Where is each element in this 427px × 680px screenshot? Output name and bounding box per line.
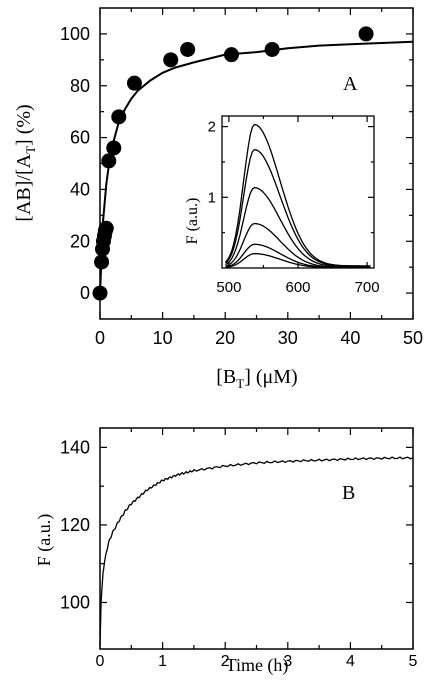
a-data-point: [180, 41, 196, 57]
panel-a-y-axis-label: [AB]/[AT] (%): [13, 104, 38, 221]
b-x-tick-label: 1: [158, 653, 167, 670]
a-data-point: [106, 140, 122, 156]
a-y-tick-label: 100: [60, 24, 90, 44]
panel-b: 0 1 2 3 4 5 100 120 140 B F (a.u.) Time (h): [34, 427, 418, 676]
a-y-tick-label: 80: [70, 76, 90, 96]
a-x-tick-label: 10: [153, 328, 173, 348]
panel-b-x-axis-label: Time (h): [226, 655, 289, 676]
a-data-point: [111, 109, 127, 125]
a-x-tick-label: 50: [403, 328, 423, 348]
b-x-tick-label: 4: [346, 653, 355, 670]
inset-x-tick-label: 500: [216, 279, 241, 296]
panel-b-frame: [99, 427, 414, 650]
a-data-point: [358, 26, 374, 42]
b-x-tick-label: 0: [96, 653, 105, 670]
panel-b-y-axis-label: F (a.u.): [34, 514, 55, 567]
panel-a-frame: [99, 7, 414, 320]
panel-a-data-points: [92, 26, 374, 301]
a-data-point: [163, 52, 179, 68]
a-x-tick-label: 40: [340, 328, 360, 348]
panel-a-inset: 500 600 700 1 2 F (a.u.): [184, 115, 380, 296]
inset-spectrum-line: [225, 123, 371, 267]
inset-x-tick-label: 700: [355, 279, 380, 296]
b-x-tick-label: 3: [283, 653, 292, 670]
panel-b-label: B: [342, 482, 355, 504]
b-y-tick-label: 120: [60, 515, 90, 535]
panel-a-label: A: [343, 73, 358, 95]
b-y-tick-label: 100: [60, 592, 90, 612]
inset-y-axis-label: F (a.u.): [184, 198, 201, 245]
b-x-tick-label: 2: [221, 653, 230, 670]
b-y-tick-label: 140: [60, 437, 90, 457]
a-data-point: [98, 220, 114, 236]
panel-b-kinetic-trace: [99, 456, 414, 646]
a-x-tick-label: 30: [278, 328, 298, 348]
inset-spectra: [225, 123, 371, 269]
panel-a-x-axis-label: [BT] (μM): [216, 366, 297, 391]
inset-tick-labels: 500 600 700 1 2: [208, 119, 380, 296]
a-x-tick-label: 20: [215, 328, 235, 348]
inset-spectrum-line: [225, 186, 371, 268]
inset-y-tick-label: 2: [208, 119, 216, 136]
panel-a-fit-curve: [99, 40, 414, 294]
inset-spectrum-line: [225, 252, 371, 269]
inset-y-tick-label: 1: [208, 189, 216, 206]
a-y-tick-label: 60: [70, 128, 90, 148]
panel-b-ticks: [99, 428, 414, 649]
panel-b-tick-labels: 0 1 2 3 4 5 100 120 140: [60, 437, 418, 670]
a-data-point: [94, 254, 110, 270]
a-y-tick-label: 0: [80, 283, 90, 303]
a-data-point: [264, 41, 280, 57]
a-data-point: [126, 75, 142, 91]
a-data-point: [101, 153, 117, 169]
inset-x-tick-label: 600: [285, 279, 310, 296]
b-x-tick-label: 5: [409, 653, 418, 670]
a-data-point: [223, 47, 239, 63]
inset-spectrum-line: [225, 222, 371, 268]
a-x-tick-label: 0: [95, 328, 105, 348]
panel-a-ticks: [99, 8, 414, 319]
a-y-tick-label: 20: [70, 231, 90, 251]
a-y-tick-label: 40: [70, 179, 90, 199]
a-data-point: [92, 285, 108, 301]
